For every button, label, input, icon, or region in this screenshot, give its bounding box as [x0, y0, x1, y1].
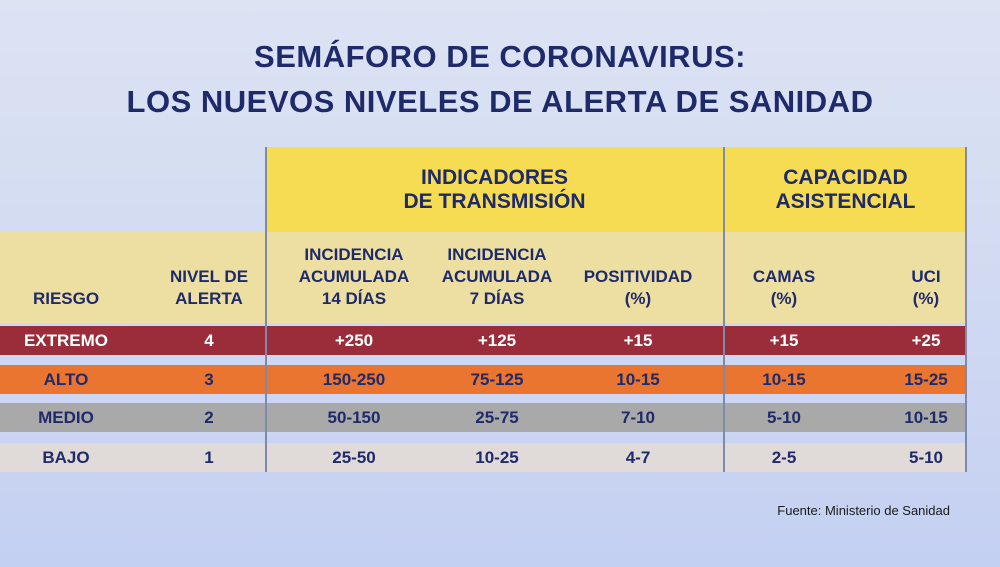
cell-ia7: 75-125: [470, 370, 524, 389]
cell-positividad: 7-10: [620, 408, 656, 427]
cell-ia7: +125: [477, 331, 517, 350]
page-title-line-2: LOS NUEVOS NIVELES DE ALERTA DE SANIDAD: [126, 84, 874, 119]
table-row: MEDIO 2 50-150 25-75 7-10 5-10 10-15: [0, 403, 966, 432]
group-label-transmision: INDICADORES DE TRANSMISIÓN: [403, 165, 586, 213]
cell-uci: 5-10: [908, 448, 944, 467]
cell-positividad: 4-7: [625, 448, 651, 467]
cell-riesgo: EXTREMO: [23, 331, 109, 350]
cell-nivel: 2: [204, 408, 214, 427]
cell-ia14: 25-50: [332, 448, 376, 467]
group-header-asistencial: CAPACIDAD ASISTENCIAL: [725, 147, 966, 232]
cell-riesgo: BAJO: [42, 448, 90, 467]
cell-positividad: 10-15: [616, 370, 660, 389]
column-header-ia14: INCIDENCIA ACUMULADA 14 DÍAS: [298, 245, 410, 308]
column-header-positividad: POSITIVIDAD (%): [583, 267, 693, 308]
column-header-bg: [0, 232, 966, 323]
divider-left: [265, 147, 267, 472]
cell-positividad: +15: [623, 331, 653, 350]
table-row: BAJO 1 25-50 10-25 4-7 2-5 5-10: [0, 443, 966, 472]
column-header-uci: UCI (%): [911, 267, 941, 308]
cell-uci: +25: [911, 331, 941, 350]
table-row: EXTREMO 4 +250 +125 +15 +15 +25: [0, 326, 966, 355]
capacity-header-bg: [725, 147, 966, 232]
source-note: Fuente: Ministerio de Sanidad: [777, 503, 950, 518]
divider-right: [965, 147, 967, 472]
divider-middle: [723, 147, 725, 472]
cell-nivel: 4: [204, 331, 214, 350]
column-header-ia7: INCIDENCIA ACUMULADA 7 DÍAS: [441, 245, 553, 308]
column-header-nivel: NIVEL DE ALERTA: [169, 267, 249, 308]
cell-ia14: 50-150: [327, 408, 381, 427]
column-header-camas: CAMAS (%): [752, 267, 816, 308]
group-label-asistencial: CAPACIDAD ASISTENCIAL: [775, 165, 916, 213]
page-title-line-1: SEMÁFORO DE CORONAVIRUS:: [254, 39, 746, 74]
cell-nivel: 1: [204, 448, 214, 467]
cell-riesgo: ALTO: [43, 370, 89, 389]
cell-ia7: 25-75: [475, 408, 519, 427]
cell-uci: 10-15: [904, 408, 948, 427]
cell-ia7: 10-25: [475, 448, 519, 467]
transmission-header-bg: [266, 147, 723, 232]
cell-riesgo: MEDIO: [38, 408, 94, 427]
cell-camas: +15: [769, 331, 799, 350]
cell-camas: 5-10: [766, 408, 802, 427]
cell-uci: 15-25: [904, 370, 948, 389]
cell-camas: 2-5: [771, 448, 797, 467]
table-row: ALTO 3 150-250 75-125 10-15 10-15 15-25: [0, 365, 966, 394]
cell-ia14: +250: [334, 331, 374, 350]
group-header-transmision: INDICADORES DE TRANSMISIÓN: [266, 147, 723, 232]
cell-nivel: 3: [204, 370, 214, 389]
cell-ia14: 150-250: [322, 370, 386, 389]
cell-camas: 10-15: [762, 370, 806, 389]
column-header-riesgo: RIESGO: [32, 289, 100, 308]
